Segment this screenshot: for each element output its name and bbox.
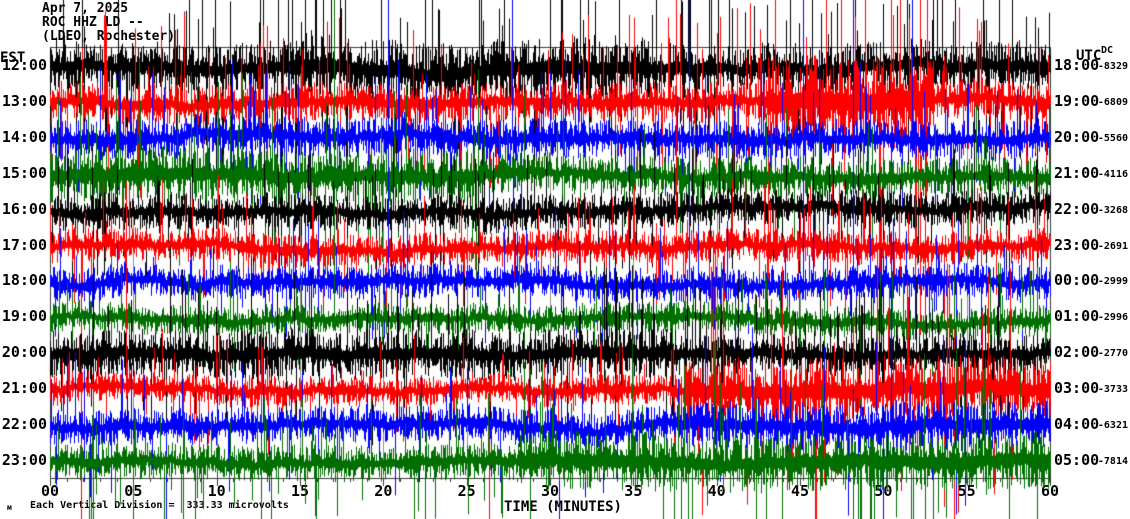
right-hour-label: 04:00 [1054, 415, 1100, 434]
left-hour-label: 21:00 [1, 379, 47, 398]
left-hour-label: 22:00 [1, 415, 47, 434]
right-hour-label: 01:00 [1054, 307, 1100, 326]
right-hour-label: 02:00 [1054, 343, 1100, 362]
x-tick-label: 05 [124, 482, 143, 500]
left-hour-label: 15:00 [1, 163, 47, 182]
x-tick-label: 20 [374, 482, 393, 500]
dc-value: -3268 [1097, 204, 1128, 216]
x-tick-label: 35 [624, 482, 643, 500]
dc-value: -4116 [1097, 168, 1128, 180]
left-hour-label: 13:00 [1, 91, 47, 110]
right-hour-label: 18:00 [1054, 55, 1100, 74]
x-tick-label: 45 [790, 482, 810, 500]
right-hour-label: 03:00 [1054, 379, 1100, 398]
dc-value: -2691 [1097, 240, 1128, 252]
dc-value: -2999 [1097, 276, 1128, 288]
scale-note: Each Vertical Division = 333.33 microvol… [30, 500, 289, 511]
left-hour-label: 14:00 [1, 127, 47, 146]
left-hour-label: 19:00 [1, 307, 47, 326]
left-hour-label: 17:00 [1, 235, 47, 254]
right-hour-label: 05:00 [1054, 451, 1100, 470]
dc-value: -6809 [1097, 96, 1128, 108]
left-hour-label: 23:00 [1, 451, 47, 470]
right-hour-label: 23:00 [1054, 235, 1100, 254]
dc-value: -2996 [1097, 312, 1128, 324]
right-hour-label: 21:00 [1054, 163, 1100, 182]
waveform-mark-icon: м [7, 503, 12, 512]
dc-value: -7814 [1097, 456, 1128, 468]
right-hour-label: 20:00 [1054, 127, 1100, 146]
right-hour-label: 22:00 [1054, 199, 1100, 218]
dc-value: -2770 [1097, 348, 1128, 360]
x-tick-label: 25 [457, 482, 476, 500]
title-date: Apr 7, 2025 [42, 1, 129, 16]
right-hour-label: 19:00 [1054, 91, 1100, 110]
title-station: ROC HHZ LD -- [42, 15, 144, 30]
x-tick-label: 40 [707, 482, 726, 500]
left-hour-label: 12:00 [1, 55, 47, 74]
x-tick-label: 10 [207, 482, 226, 500]
left-hour-label: 18:00 [1, 271, 47, 290]
x-tick-label: 30 [540, 482, 560, 500]
x-tick-label: 50 [874, 482, 893, 500]
x-tick-label: 55 [957, 482, 976, 500]
dc-column-header: DC [1101, 45, 1114, 56]
title-location: (LDEO, Rochester) [42, 29, 176, 44]
dc-value: -5560 [1097, 132, 1128, 144]
dc-value: -8329 [1097, 60, 1128, 72]
left-hour-label: 16:00 [1, 199, 47, 218]
x-tick-label: 60 [1040, 482, 1060, 500]
dc-value: -6321 [1097, 420, 1128, 432]
dc-value: -3733 [1097, 384, 1128, 396]
right-hour-label: 00:00 [1054, 271, 1100, 290]
x-tick-label: 00 [40, 482, 60, 500]
left-hour-label: 20:00 [1, 343, 47, 362]
x-tick-label: 15 [290, 482, 310, 500]
x-axis-title: TIME (MINUTES) [503, 499, 622, 515]
